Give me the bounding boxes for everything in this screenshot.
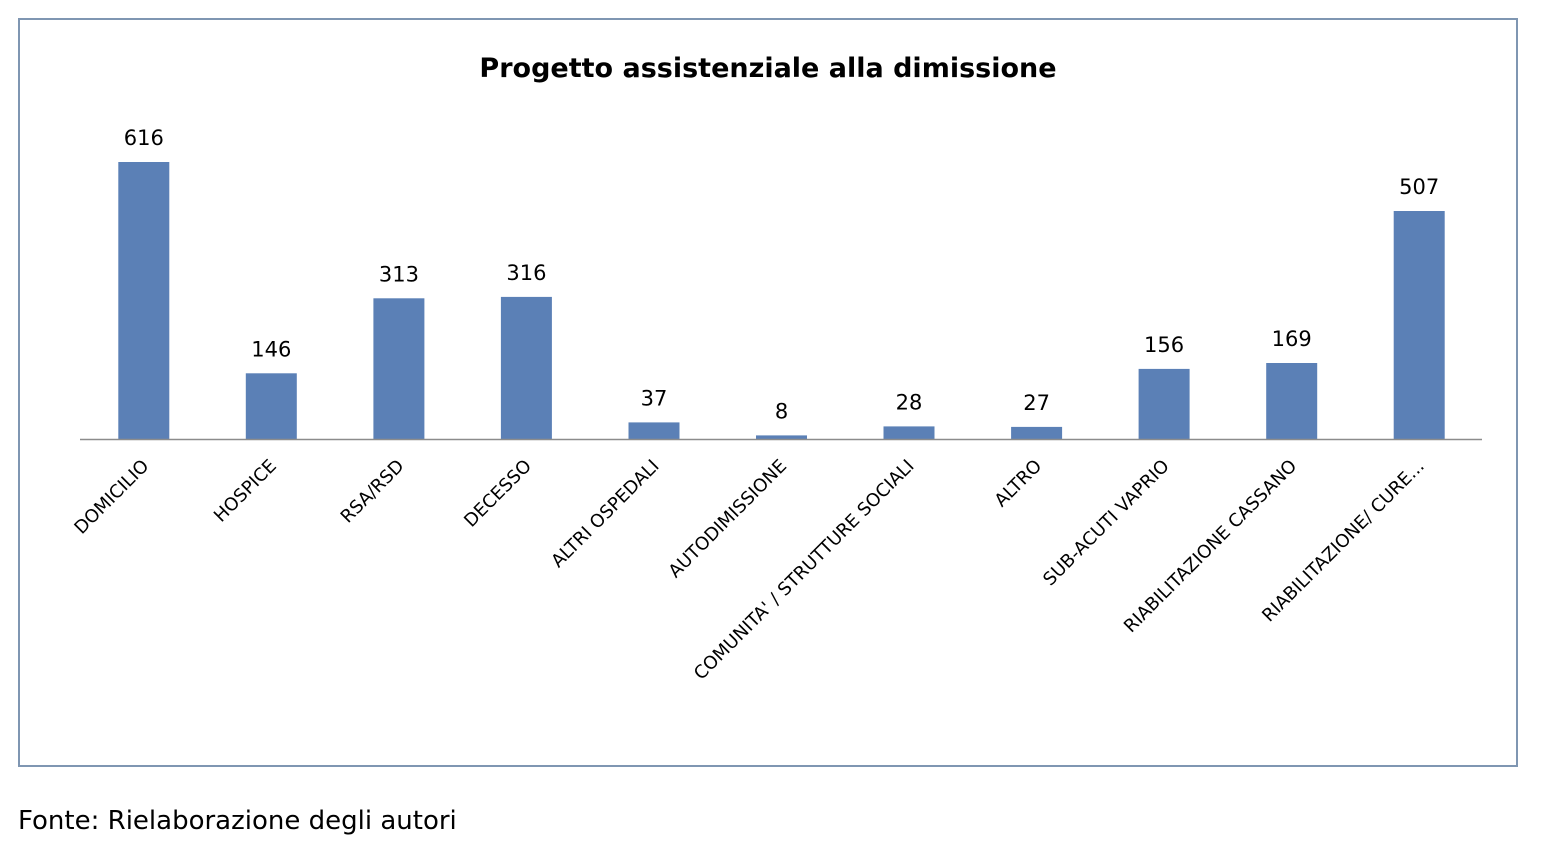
data-label: 28 [896,390,923,414]
category-label: HOSPICE [210,456,281,527]
data-label: 616 [124,126,164,150]
data-label: 316 [506,261,546,285]
data-label: 156 [1144,333,1184,357]
data-label: 37 [641,386,668,410]
chart-title: Progetto assistenziale alla dimissione [479,53,1056,84]
bar [883,426,935,439]
bar [1011,426,1063,439]
category-label: RSA/RSD [337,456,409,528]
category-label: AUTODIMISSIONE [665,456,791,582]
bar [756,435,807,439]
bar [1393,211,1445,439]
bar [1138,368,1190,439]
data-label: 313 [379,262,419,286]
value-labels-layer: 616 146 313 316 37 8 28 27 156 169 507 [124,126,1439,423]
bar [500,296,552,439]
category-label: ALTRO [991,456,1047,512]
data-label: 8 [775,399,788,423]
category-label: DECESSO [460,456,536,532]
category-labels-layer: DOMICILIO HOSPICE RSA/RSD DECESSO ALTRI OSPE… [70,456,1428,685]
category-label: ALTRI OSPEDALI [547,456,663,572]
bar [118,162,170,439]
data-label: 169 [1272,327,1312,351]
source-note: Fonte: Rielaborazione degli autori [18,806,457,836]
category-label: SUB-ACUTI VAPRIO [1039,456,1173,590]
data-label: 507 [1399,175,1439,199]
bar [1266,363,1318,439]
data-label: 146 [251,337,291,361]
bar [373,298,425,439]
bars-layer [118,162,1445,439]
category-label: DOMICILIO [70,456,153,539]
bar [245,373,297,439]
category-label: COMUNITA' / STRUTTURE SOCIALI [690,456,919,685]
bar [628,422,680,439]
data-label: 27 [1023,391,1050,415]
